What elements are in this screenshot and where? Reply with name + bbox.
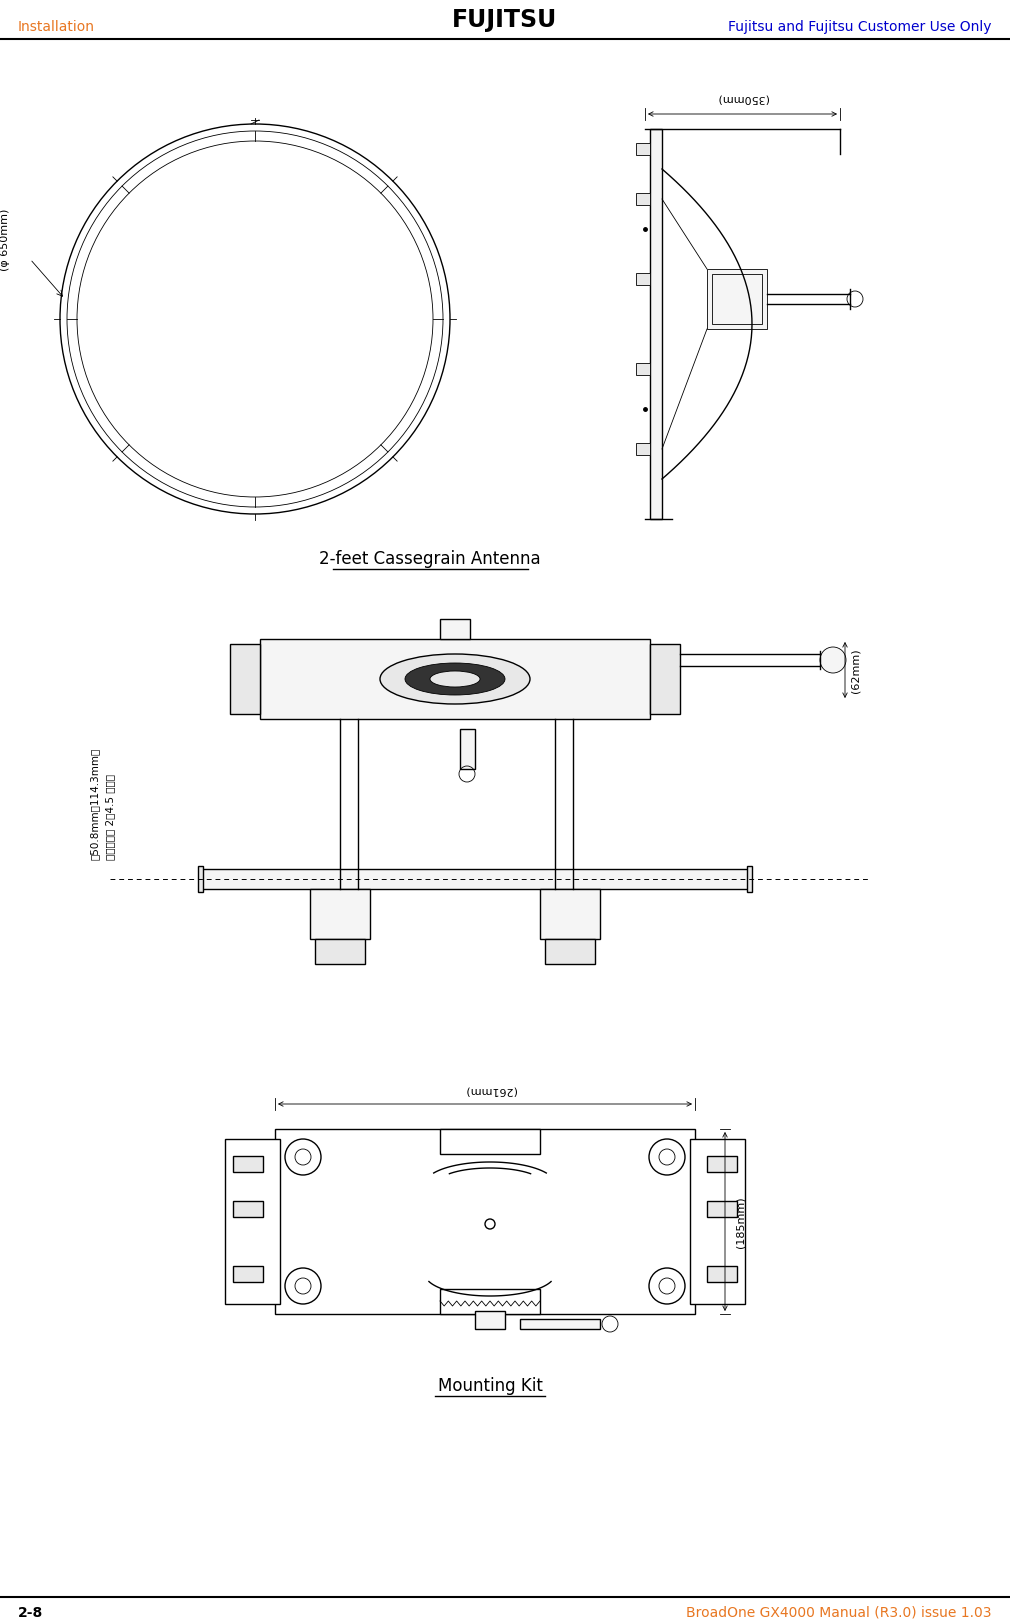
Text: Fujitsu and Fujitsu Customer Use Only: Fujitsu and Fujitsu Customer Use Only <box>728 19 992 34</box>
Bar <box>690 1139 745 1305</box>
Text: (62mm): (62mm) <box>851 648 861 693</box>
Bar <box>275 1130 695 1315</box>
Bar <box>233 1266 263 1282</box>
Text: (185mm): (185mm) <box>735 1196 745 1248</box>
Bar <box>636 443 650 456</box>
Bar <box>460 730 475 769</box>
Bar <box>233 1201 263 1217</box>
Bar <box>636 193 650 206</box>
Ellipse shape <box>405 664 505 696</box>
Bar <box>650 130 662 519</box>
Ellipse shape <box>380 654 530 704</box>
Text: Installation: Installation <box>18 19 95 34</box>
Bar <box>233 1156 263 1172</box>
Bar <box>310 889 370 940</box>
Bar <box>440 620 470 639</box>
Bar <box>636 274 650 286</box>
Text: (350mm): (350mm) <box>717 93 769 102</box>
Bar <box>440 1130 540 1154</box>
Bar <box>260 639 650 719</box>
Bar <box>225 1139 280 1305</box>
Text: 2-feet Cassegrain Antenna: 2-feet Cassegrain Antenna <box>319 550 540 568</box>
Bar <box>636 144 650 156</box>
Circle shape <box>659 1279 675 1294</box>
Bar <box>636 364 650 377</box>
Circle shape <box>659 1149 675 1165</box>
Text: (φ 650mm): (φ 650mm) <box>0 209 10 271</box>
Bar <box>475 1311 505 1329</box>
Bar <box>707 1266 737 1282</box>
Circle shape <box>820 648 846 674</box>
Circle shape <box>295 1279 311 1294</box>
Circle shape <box>649 1268 685 1305</box>
Bar <box>520 1319 600 1329</box>
Circle shape <box>285 1139 321 1175</box>
Bar <box>712 274 762 325</box>
Bar <box>198 867 203 893</box>
Text: BroadOne GX4000 Manual (R3.0) issue 1.03: BroadOne GX4000 Manual (R3.0) issue 1.03 <box>687 1605 992 1620</box>
Circle shape <box>649 1139 685 1175</box>
Circle shape <box>295 1149 311 1165</box>
Bar <box>747 867 752 893</box>
Bar <box>707 1156 737 1172</box>
Bar <box>440 1289 540 1315</box>
Bar <box>540 889 600 940</box>
Text: 2-8: 2-8 <box>18 1605 43 1620</box>
Text: (261mm): (261mm) <box>465 1084 516 1094</box>
Text: FUJITSU: FUJITSU <box>452 8 558 32</box>
Bar <box>650 644 680 714</box>
Bar <box>545 940 595 964</box>
Bar <box>230 644 260 714</box>
Bar <box>315 940 365 964</box>
Bar <box>707 1201 737 1217</box>
Ellipse shape <box>430 672 480 688</box>
Text: （50.8mm～114.3mm）: （50.8mm～114.3mm） <box>90 747 100 860</box>
Bar <box>707 269 767 329</box>
Text: ボール外径 2～4.5 インチ: ボール外径 2～4.5 インチ <box>105 774 115 860</box>
Circle shape <box>285 1268 321 1305</box>
Bar <box>200 870 750 889</box>
Text: Mounting Kit: Mounting Kit <box>437 1376 542 1394</box>
